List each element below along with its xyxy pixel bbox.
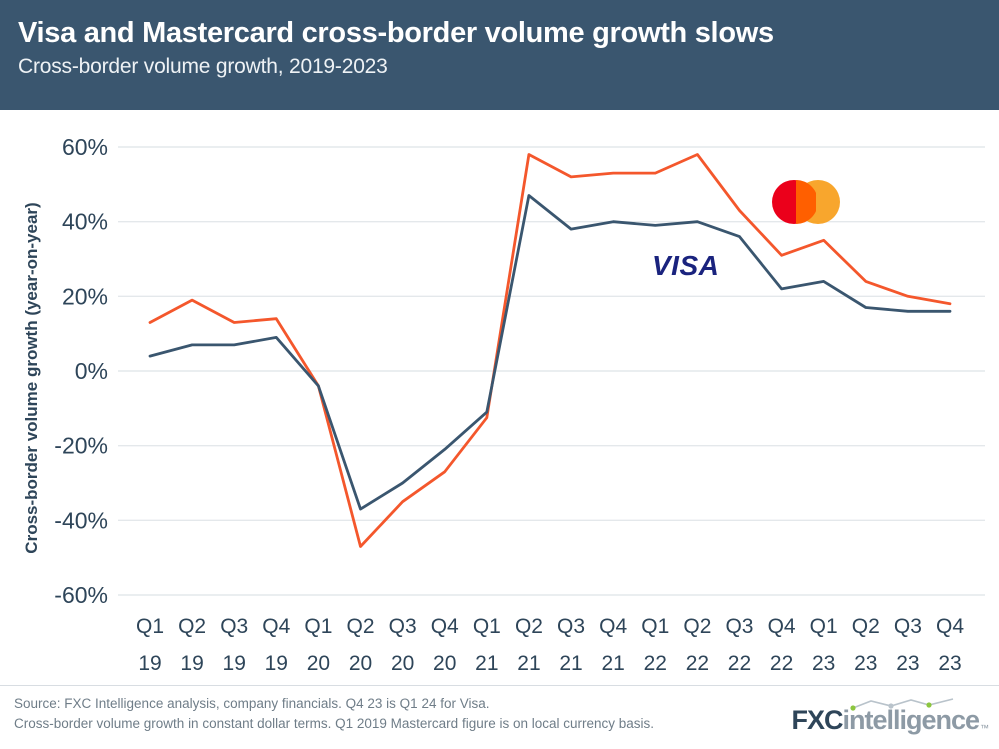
logo-fxc-text: FXC [791, 705, 843, 735]
x-tick-label-year: 22 [770, 652, 793, 675]
y-tick-label: -60% [54, 582, 108, 608]
x-tick-label-quarter: Q1 [136, 615, 164, 638]
x-tick-label-quarter: Q4 [936, 615, 964, 638]
logo-trademark-symbol: ™ [980, 723, 989, 733]
y-tick-label: 60% [62, 134, 108, 160]
chart-plot-area: 60% 40% 20% 0% -20% -40% -60% Q1 19 Q2 19 Q3 19 Q4 19… [0, 110, 999, 685]
series-line-visa [148, 194, 952, 511]
gridlines [118, 146, 985, 596]
source-note: Source: FXC Intelligence analysis, compa… [14, 694, 654, 734]
source-note-line-1: Source: FXC Intelligence analysis, compa… [14, 696, 490, 711]
page-subtitle: Cross-border volume growth, 2019-2023 [18, 55, 388, 78]
x-tick-label-quarter: Q4 [262, 615, 290, 638]
y-tick-label: 0% [75, 358, 108, 384]
y-tick-label: 20% [62, 283, 108, 309]
x-tick-label-year: 20 [391, 652, 414, 675]
x-tick-label-year: 21 [475, 652, 498, 675]
y-tick-label: -20% [54, 433, 108, 459]
x-tick-label-quarter: Q1 [641, 615, 669, 638]
y-tick-label: -40% [54, 507, 108, 533]
x-tick-label-quarter: Q4 [431, 615, 459, 638]
data-series-lines [148, 153, 952, 548]
x-tick-label-year: 22 [728, 652, 751, 675]
x-tick-label-quarter: Q1 [810, 615, 838, 638]
x-tick-label-year: 21 [517, 652, 540, 675]
x-tick-label-quarter: Q1 [304, 615, 332, 638]
x-tick-label-quarter: Q4 [768, 615, 796, 638]
visa-logo-label: VISA [652, 250, 720, 281]
x-tick-label-quarter: Q3 [389, 615, 417, 638]
mastercard-overlap-icon [796, 180, 816, 224]
x-tick-label-quarter: Q3 [894, 615, 922, 638]
x-tick-label-quarter: Q2 [852, 615, 880, 638]
x-tick-label-year: 20 [349, 652, 372, 675]
y-tick-label: 40% [62, 209, 108, 235]
fxc-intelligence-logo: FXC intelligence ™ [791, 698, 989, 735]
y-axis-tick-labels: 60% 40% 20% 0% -20% -40% -60% [54, 134, 108, 608]
x-tick-label-quarter: Q2 [515, 615, 543, 638]
x-tick-label-quarter: Q3 [557, 615, 585, 638]
x-tick-label-quarter: Q4 [599, 615, 627, 638]
x-axis-tick-labels: Q1 19 Q2 19 Q3 19 Q4 19 Q1 20 Q2 20 Q3 20 Q4 20 Q1 21 Q2 21… [136, 615, 964, 675]
x-tick-label-quarter: Q2 [347, 615, 375, 638]
x-tick-label-year: 22 [686, 652, 709, 675]
x-tick-label-quarter: Q2 [683, 615, 711, 638]
x-tick-label-year: 20 [307, 652, 330, 675]
x-tick-label-year: 23 [896, 652, 919, 675]
x-tick-label-quarter: Q2 [178, 615, 206, 638]
x-tick-label-year: 22 [644, 652, 667, 675]
x-tick-label-quarter: Q3 [725, 615, 753, 638]
page-title: Visa and Mastercard cross-border volume … [18, 17, 774, 49]
series-line-mastercard [148, 153, 952, 548]
mastercard-logo [772, 180, 840, 224]
x-tick-label-year: 21 [601, 652, 624, 675]
x-tick-label-year: 23 [812, 652, 835, 675]
x-tick-label-year: 19 [265, 652, 288, 675]
x-tick-label-year: 23 [854, 652, 877, 675]
source-note-line-2: Cross-border volume growth in constant d… [14, 716, 655, 731]
y-axis-title: Cross-border volume growth (year-on-year… [22, 202, 41, 554]
sparkline-icon [850, 698, 954, 711]
x-tick-label-year: 19 [180, 652, 203, 675]
chart-header: Visa and Mastercard cross-border volume … [0, 0, 999, 110]
x-tick-label-year: 20 [433, 652, 456, 675]
logo-intelligence-text: intelligence [842, 705, 980, 735]
x-tick-label-year: 19 [138, 652, 161, 675]
x-tick-label-year: 21 [559, 652, 582, 675]
line-chart: 60% 40% 20% 0% -20% -40% -60% Q1 19 Q2 19 Q3 19 Q4 19… [54, 134, 985, 675]
x-tick-label-quarter: Q1 [473, 615, 501, 638]
x-tick-label-year: 19 [223, 652, 246, 675]
x-tick-label-quarter: Q3 [220, 615, 248, 638]
chart-footer: Source: FXC Intelligence analysis, compa… [0, 685, 999, 749]
x-tick-label-year: 23 [938, 652, 961, 675]
